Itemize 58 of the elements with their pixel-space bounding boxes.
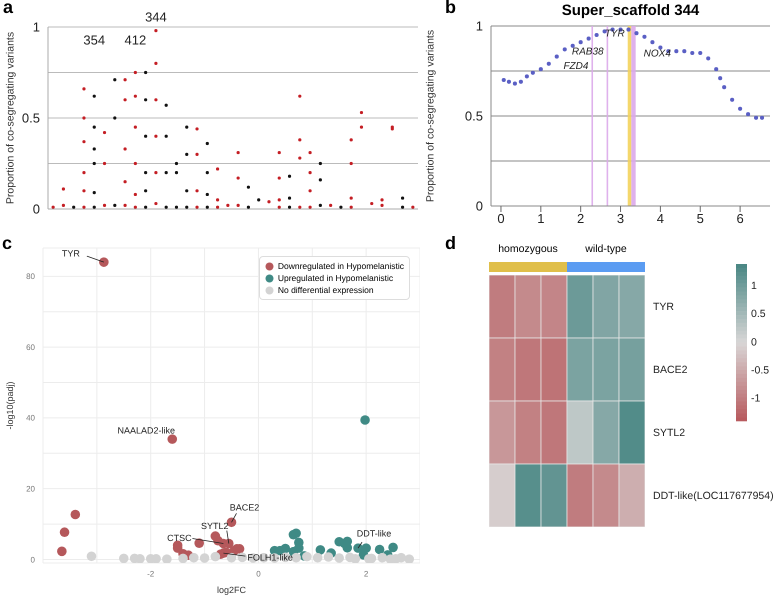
- y-tick-label: 20: [26, 484, 36, 494]
- y-tick-label: SYTL2: [653, 427, 686, 440]
- x-tick-label: -2: [147, 570, 155, 579]
- x-tick-label: 2: [364, 570, 369, 579]
- annotation: 354: [83, 32, 106, 48]
- y-tick-label: 1: [32, 20, 40, 35]
- annotation: 412: [124, 32, 146, 48]
- legend-label: Upregulated in Hypomelanistic: [278, 273, 394, 283]
- y-tick-label: 0.5: [464, 108, 483, 124]
- x-tick-label: 5: [696, 211, 704, 226]
- y-tick-label: TYR: [653, 301, 674, 314]
- annotation: SYTL2: [201, 520, 229, 531]
- color-bar-label: 0.5: [751, 308, 766, 320]
- x-tick-label: 0: [256, 570, 262, 579]
- y-tick-label: 0: [30, 555, 36, 564]
- text: a: [3, 0, 14, 18]
- annotation: TYR: [62, 248, 80, 259]
- x-tick-label: 0: [497, 211, 505, 226]
- text: homozygous: [497, 243, 559, 255]
- y-tick-label: BACE2: [653, 364, 688, 376]
- legend-label: Downregulated in Hypomelanistic: [278, 261, 404, 271]
- x-tick-label: 3: [616, 211, 624, 226]
- y-tick-label: 80: [26, 272, 36, 282]
- x-tick-label: 6: [736, 211, 744, 226]
- color-bar-label: 0: [751, 336, 757, 348]
- band-label: NOX4: [644, 48, 672, 60]
- y-tick-label: 0.5: [22, 110, 40, 126]
- text: wild-type: [584, 243, 628, 255]
- annotation: DDT-like: [356, 528, 392, 539]
- chart-title: Super_scaffold 344: [560, 2, 700, 19]
- text: c: [2, 233, 12, 254]
- annotation: FOLH1-like: [247, 552, 293, 562]
- legend-label: No differential expression: [278, 285, 374, 295]
- band-label: RAB38: [572, 46, 604, 58]
- y-tick-label: DDT-like(LOC117677954): [653, 490, 774, 502]
- color-bar-label: 1: [751, 280, 757, 292]
- text: 344: [145, 9, 167, 24]
- y-tick-label: 0: [476, 198, 483, 214]
- y-tick-label: 60: [26, 342, 36, 352]
- y-tick-label: 0: [32, 202, 40, 217]
- band-label: TYR: [604, 28, 625, 40]
- annotation: CTSC: [167, 532, 192, 543]
- color-bar-label: -0.5: [751, 364, 770, 376]
- band-label: FZD4: [563, 60, 589, 72]
- annotation: BACE2: [230, 502, 260, 513]
- x-tick-label: 1: [537, 211, 544, 226]
- color-bar-label: -1: [751, 392, 760, 404]
- y-axis-title: Proportion of co-segregating variants: [4, 32, 17, 204]
- annotation: NAALAD2-like: [117, 426, 176, 436]
- y-tick-label: 40: [26, 414, 36, 423]
- y-axis-title: -log10(padj): [5, 381, 16, 430]
- y-axis-title: Proportion of co-segregating variants: [424, 30, 437, 202]
- y-tick-label: 1: [476, 18, 483, 34]
- x-tick-label: 2: [577, 211, 584, 226]
- x-tick-label: 4: [656, 211, 664, 226]
- text: d: [445, 233, 456, 254]
- text: b: [445, 0, 456, 18]
- x-axis-title: log2FC: [216, 585, 247, 595]
